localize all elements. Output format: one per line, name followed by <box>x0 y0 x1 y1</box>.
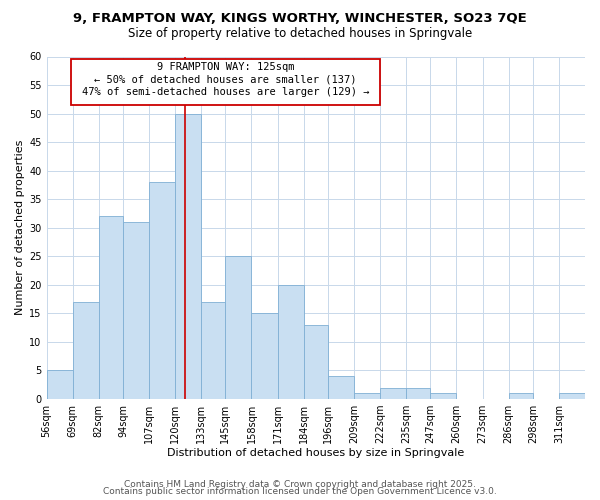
Text: Contains HM Land Registry data © Crown copyright and database right 2025.: Contains HM Land Registry data © Crown c… <box>124 480 476 489</box>
Bar <box>175 114 201 399</box>
Text: Size of property relative to detached houses in Springvale: Size of property relative to detached ho… <box>128 28 472 40</box>
Bar <box>380 388 406 399</box>
Bar <box>226 256 251 399</box>
Bar <box>278 285 304 399</box>
Y-axis label: Number of detached properties: Number of detached properties <box>15 140 25 316</box>
Bar <box>123 222 149 399</box>
Bar <box>406 388 430 399</box>
Bar <box>559 394 585 399</box>
Bar <box>509 394 533 399</box>
X-axis label: Distribution of detached houses by size in Springvale: Distribution of detached houses by size … <box>167 448 464 458</box>
Bar <box>149 182 175 399</box>
Text: 9, FRAMPTON WAY, KINGS WORTHY, WINCHESTER, SO23 7QE: 9, FRAMPTON WAY, KINGS WORTHY, WINCHESTE… <box>73 12 527 26</box>
Bar <box>328 376 354 399</box>
Text: 9 FRAMPTON WAY: 125sqm
← 50% of detached houses are smaller (137)
47% of semi-de: 9 FRAMPTON WAY: 125sqm ← 50% of detached… <box>82 62 369 97</box>
Bar <box>354 394 380 399</box>
Bar <box>47 370 73 399</box>
Bar <box>73 302 99 399</box>
Bar <box>99 216 123 399</box>
FancyBboxPatch shape <box>71 60 380 105</box>
Text: Contains public sector information licensed under the Open Government Licence v3: Contains public sector information licen… <box>103 488 497 496</box>
Bar <box>430 394 457 399</box>
Bar <box>201 302 226 399</box>
Bar <box>251 314 278 399</box>
Bar <box>304 325 328 399</box>
